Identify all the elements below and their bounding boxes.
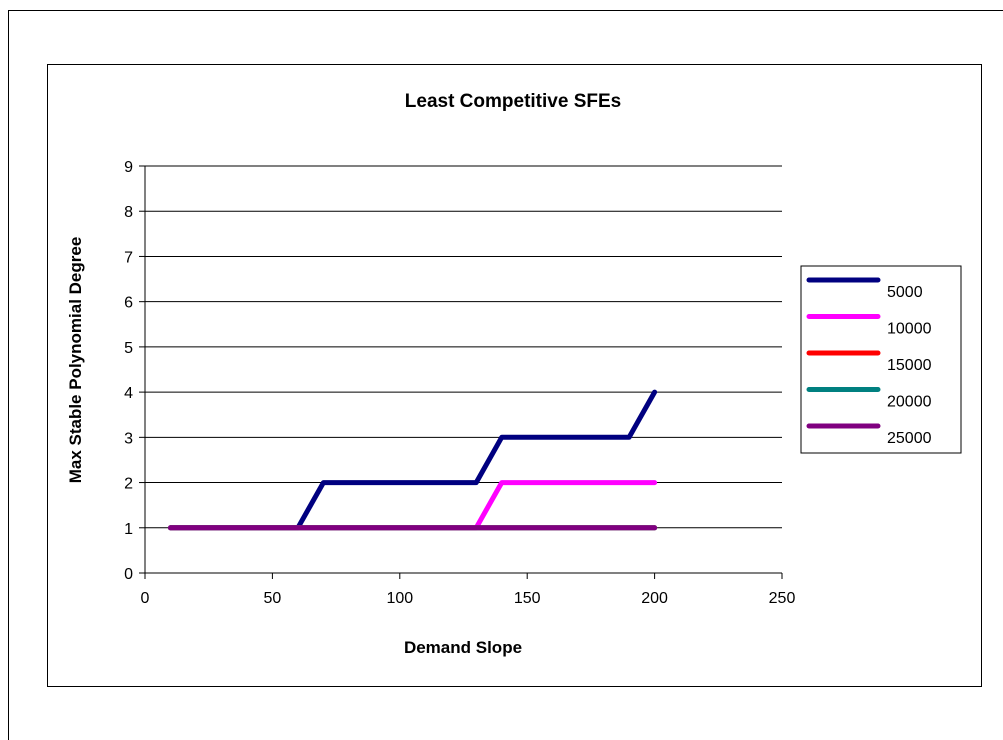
legend-label: 10000 [887,321,932,338]
x-tick-label: 50 [264,590,282,607]
outer-frame [8,10,1003,740]
chart-title: Least Competitive SFEs [405,91,621,112]
axes: 0 1 2 3 4 5 6 7 8 9 0 50 100 150 200 250 [124,159,795,607]
y-tick-label: 3 [124,430,133,447]
y-tick-label: 5 [124,340,133,357]
y-axis-title: Max Stable Polynomial Degree [66,237,85,484]
y-tick-label: 9 [124,159,133,176]
x-tick-label: 150 [514,590,541,607]
y-tick-label: 0 [124,566,133,583]
series-line-10000 [168,480,658,531]
x-tick-label: 100 [386,590,413,607]
x-axis-title: Demand Slope [404,638,522,657]
x-tick-label: 250 [769,590,796,607]
series-line-5000 [168,389,658,531]
series-lines [168,389,658,531]
chart-svg: Least Competitive SFEs 0 1 2 3 4 5 6 7 8 9 0 50 100 1… [66,91,962,657]
legend-label: 20000 [887,394,932,411]
legend: 5000 10000 15000 20000 25000 [800,265,962,454]
legend-label: 5000 [887,284,923,301]
legend-label: 15000 [887,357,932,374]
x-tick-label: 0 [141,590,150,607]
legend-box [800,265,962,454]
y-tick-label: 4 [124,385,133,402]
y-tick-label: 1 [124,521,133,538]
y-tick-label: 8 [124,204,133,221]
x-tick-label: 200 [641,590,668,607]
y-tick-label: 6 [124,295,133,312]
y-tick-label: 7 [124,249,133,266]
legend-label: 25000 [887,430,932,447]
y-tick-label: 2 [124,476,133,493]
gridlines [145,165,782,529]
chart-area: Least Competitive SFEs 0 1 2 3 4 5 6 7 8 9 0 50 100 1… [47,64,982,687]
